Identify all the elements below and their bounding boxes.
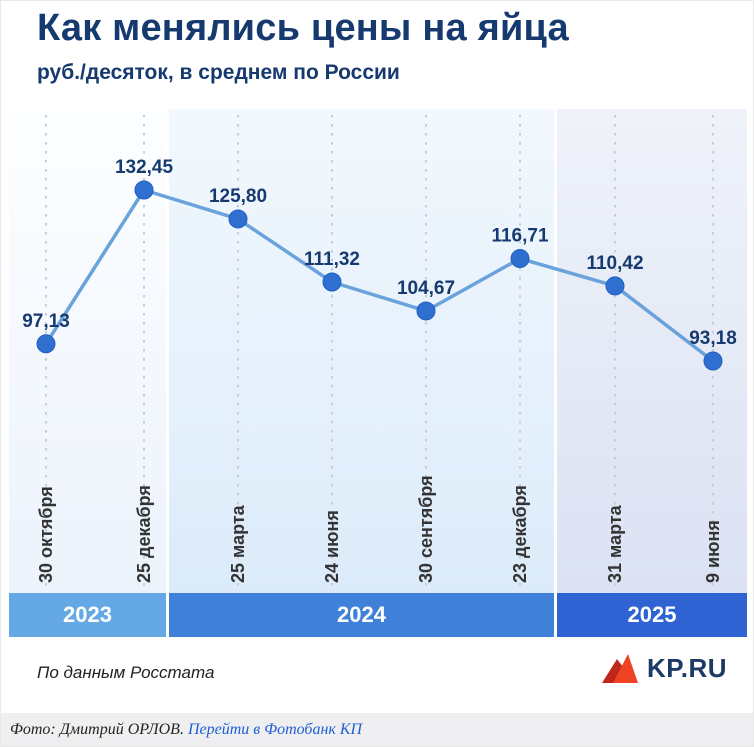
data-point	[510, 249, 530, 269]
data-point	[36, 334, 56, 354]
value-label: 104,67	[397, 278, 455, 299]
x-axis-label: 31 марта	[605, 504, 625, 583]
value-label: 97,13	[22, 311, 70, 332]
photo-credit-text: Фото: Дмитрий ОРЛОВ.	[10, 720, 188, 738]
data-point	[134, 180, 154, 200]
year-ribbon-2023: 2023	[9, 593, 166, 637]
year-ribbon-2025: 2025	[557, 593, 747, 637]
x-axis-label: 25 марта	[228, 504, 248, 583]
kp-logo-text: KP.RU	[646, 653, 727, 683]
value-label: 132,45	[115, 157, 174, 178]
data-source: По данным Росстата	[37, 663, 215, 682]
egg-price-line-chart: 30 октября 25 декабря 25 марта 24 июня 30 се…	[22, 115, 737, 589]
photobank-link[interactable]: Перейти в Фотобанк КП	[187, 720, 363, 738]
year-ribbon-2024: 2024	[169, 593, 554, 637]
data-point	[416, 301, 436, 321]
kp-bird-icon	[601, 653, 638, 683]
kp-logo[interactable]: KP.RU	[598, 653, 727, 684]
photo-credit-bar: Фото: Дмитрий ОРЛОВ. Перейти в Фотобанк …	[1, 713, 753, 746]
x-axis-label: 23 декабря	[510, 485, 530, 583]
x-axis-label: 25 декабря	[134, 485, 154, 583]
data-point	[322, 272, 342, 292]
background-band-2024	[169, 109, 554, 593]
x-axis-label: 9 июня	[703, 520, 723, 583]
x-axis-label: 30 октября	[36, 486, 56, 583]
data-point	[228, 209, 248, 229]
page-subtitle: руб./десяток, в среднем по России	[37, 61, 400, 84]
value-label: 93,18	[689, 328, 737, 349]
value-label: 125,80	[209, 186, 267, 207]
page-title: Как менялись цены на яйца	[37, 7, 569, 49]
value-label: 111,32	[304, 249, 360, 270]
value-label: 110,42	[586, 253, 643, 274]
data-point	[703, 351, 723, 371]
value-label: 116,71	[491, 226, 548, 247]
data-point	[605, 276, 625, 296]
background-band-2025	[557, 109, 747, 593]
x-axis-label: 30 сентября	[416, 475, 436, 583]
price-line	[44, 188, 715, 363]
x-axis-label: 24 июня	[322, 510, 342, 583]
